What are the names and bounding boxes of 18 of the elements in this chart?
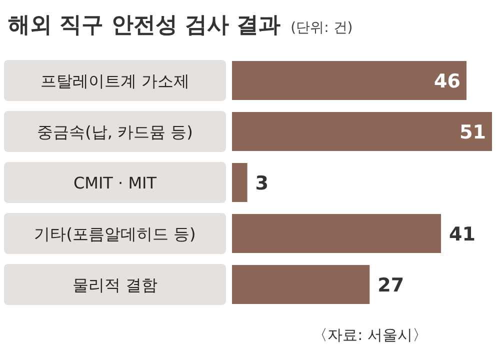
data-label: 3: [255, 172, 269, 194]
y-tick-label: 프탈레이트계 가소제: [40, 72, 190, 90]
y-tick-label: CMIT · MIT: [73, 174, 157, 192]
data-label: 51: [460, 122, 486, 144]
bar: [232, 112, 492, 151]
chart-subtitle: (단위: 건): [290, 20, 353, 36]
y-tick-label: 물리적 결함: [72, 276, 158, 294]
data-label: 27: [378, 274, 404, 296]
bar: [232, 214, 442, 253]
data-label: 41: [449, 224, 476, 246]
bar: [232, 265, 370, 304]
y-tick-label: 중금속(납, 카드뮴 등): [37, 122, 193, 142]
y-tick-label: 기타(포름알데히드 등): [34, 224, 196, 244]
chart-title: 해외 직구 안전성 검사 결과: [8, 13, 281, 38]
bar: [232, 163, 248, 202]
data-label: 46: [434, 70, 461, 92]
text: 〈자료: 서울시〉: [312, 326, 428, 344]
bar: [232, 61, 467, 100]
